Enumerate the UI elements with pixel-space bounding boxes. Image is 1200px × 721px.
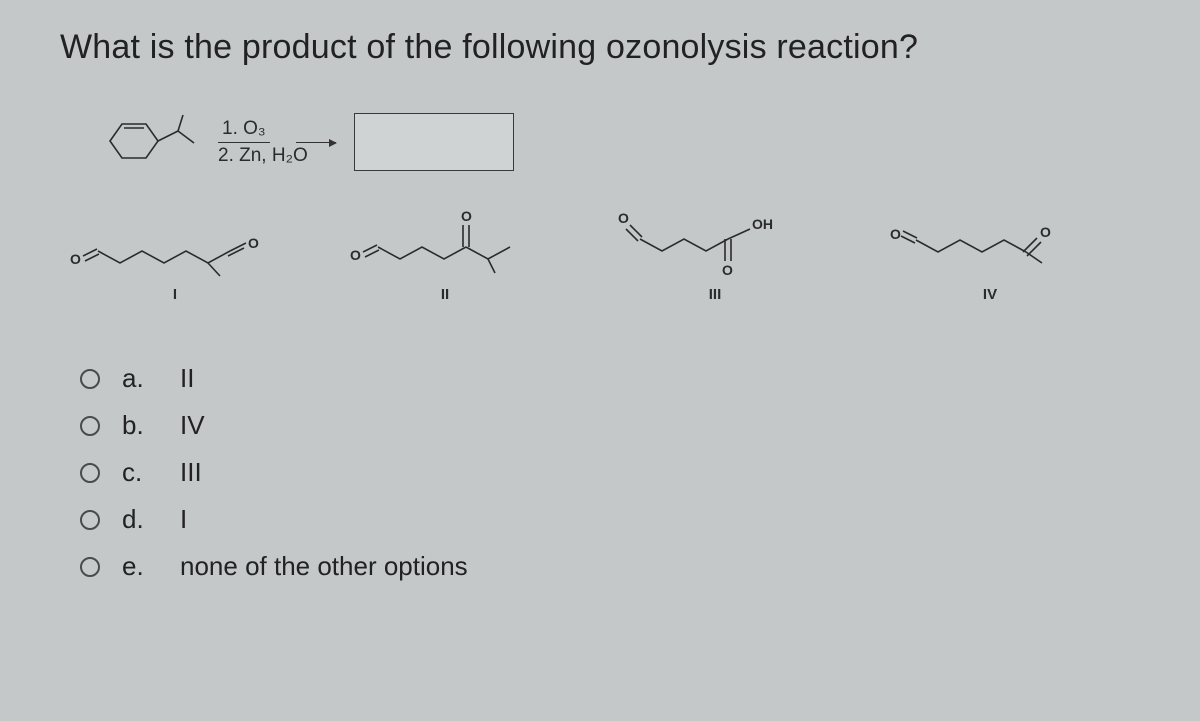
option-e[interactable]: e. none of the other options xyxy=(80,551,1150,582)
option-c[interactable]: c. III xyxy=(80,457,1150,488)
radio-icon[interactable] xyxy=(80,557,100,577)
option-letter: c. xyxy=(122,457,158,488)
option-text: III xyxy=(180,457,202,488)
radio-icon[interactable] xyxy=(80,463,100,483)
svg-text:OH: OH xyxy=(752,216,773,232)
option-letter: e. xyxy=(122,551,158,582)
label-IV: IV xyxy=(983,286,997,303)
structure-IV: O O IV xyxy=(890,205,1090,303)
structure-II: O O II xyxy=(350,205,540,303)
svg-text:O: O xyxy=(461,208,472,224)
reaction-scheme: 1. O₃ 2. Zn, H₂O xyxy=(90,107,1150,177)
radio-icon[interactable] xyxy=(80,416,100,436)
reagent-step2: 2. Zn, H₂O xyxy=(218,143,308,167)
svg-text:O: O xyxy=(1040,224,1051,240)
label-II: II xyxy=(441,286,449,303)
structure-start xyxy=(90,107,200,177)
option-d[interactable]: d. I xyxy=(80,504,1150,535)
reagents: 1. O₃ 2. Zn, H₂O xyxy=(218,118,308,167)
option-text: II xyxy=(180,363,194,394)
reaction-arrow-icon xyxy=(296,142,336,143)
svg-text:O: O xyxy=(890,226,901,242)
svg-text:O: O xyxy=(618,210,629,226)
radio-icon[interactable] xyxy=(80,369,100,389)
reagent-step1: 1. O₃ xyxy=(218,118,270,143)
option-letter: a. xyxy=(122,363,158,394)
svg-text:O: O xyxy=(248,235,259,251)
svg-text:O: O xyxy=(350,247,361,263)
product-box xyxy=(354,113,514,171)
option-letter: d. xyxy=(122,504,158,535)
candidates-row: O O I O xyxy=(70,205,1150,303)
svg-text:O: O xyxy=(722,262,733,278)
label-III: III xyxy=(709,286,722,303)
question-text: What is the product of the following ozo… xyxy=(60,28,1150,67)
radio-icon[interactable] xyxy=(80,510,100,530)
structure-I: O O I xyxy=(70,220,280,303)
structure-III: O O OH III xyxy=(610,205,820,303)
option-a[interactable]: a. II xyxy=(80,363,1150,394)
svg-text:O: O xyxy=(70,251,81,267)
option-letter: b. xyxy=(122,410,158,441)
option-text: I xyxy=(180,504,187,535)
option-text: none of the other options xyxy=(180,551,468,582)
label-I: I xyxy=(173,286,177,303)
option-text: IV xyxy=(180,410,205,441)
answer-options: a. II b. IV c. III d. I e. none of the o… xyxy=(80,363,1150,582)
option-b[interactable]: b. IV xyxy=(80,410,1150,441)
question-page: What is the product of the following ozo… xyxy=(0,0,1200,618)
